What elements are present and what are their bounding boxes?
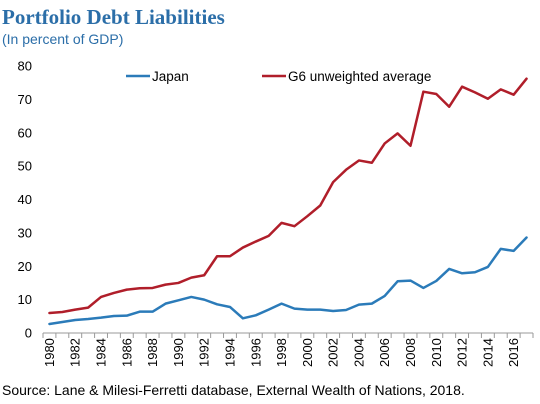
x-tick-label: 1988 (145, 338, 160, 367)
legend: Japan G6 unweighted average (126, 69, 431, 84)
x-tick-label: 2016 (506, 338, 521, 367)
x-tick-label: 1998 (274, 338, 289, 367)
x-tick-label: 1996 (248, 338, 263, 367)
series-lines (48, 77, 528, 326)
legend-label-g6: G6 unweighted average (288, 69, 431, 84)
series-line-japan (48, 236, 528, 326)
source-note: Source: Lane & Milesi-Ferretti database,… (2, 382, 465, 398)
y-tick-label: 70 (18, 92, 32, 107)
x-tick-label: 2014 (480, 338, 495, 367)
y-tick-label: 60 (18, 125, 32, 140)
x-tick-label: 1984 (94, 338, 109, 367)
x-axis-labels: 1980 1982 1984 1986 1988 1990 1992 1994 1996 1998… (42, 338, 521, 367)
y-tick-label: 40 (18, 192, 32, 207)
y-tick-label: 0 (25, 326, 32, 341)
x-tick-label: 2002 (326, 338, 341, 367)
x-tick-label: 2000 (300, 338, 315, 367)
x-tick-label: 2012 (455, 338, 470, 367)
x-tick-label: 1992 (197, 338, 212, 367)
x-tick-label: 1980 (42, 338, 57, 367)
y-tick-label: 50 (18, 159, 32, 174)
series-line-g6-average (48, 77, 528, 315)
y-tick-label: 30 (18, 225, 32, 240)
chart-title: Portfolio Debt Liabilities (2, 5, 225, 29)
y-axis-labels: 0 10 20 30 40 50 60 70 80 (18, 59, 32, 341)
chart-subtitle: (In percent of GDP) (2, 31, 124, 47)
x-tick-label: 1990 (171, 338, 186, 367)
x-tick-label: 1986 (119, 338, 134, 367)
x-tick-label: 1982 (68, 338, 83, 367)
y-tick-label: 80 (18, 59, 32, 74)
x-tick-label: 2008 (403, 338, 418, 367)
legend-label-japan: Japan (152, 69, 189, 84)
x-tick-label: 2004 (351, 338, 366, 367)
x-tick-label: 2006 (377, 338, 392, 367)
x-axis-ticks (42, 333, 534, 338)
x-tick-label: 1994 (222, 338, 237, 367)
y-tick-label: 20 (18, 259, 32, 274)
y-tick-label: 10 (18, 292, 32, 307)
x-tick-label: 2010 (429, 338, 444, 367)
